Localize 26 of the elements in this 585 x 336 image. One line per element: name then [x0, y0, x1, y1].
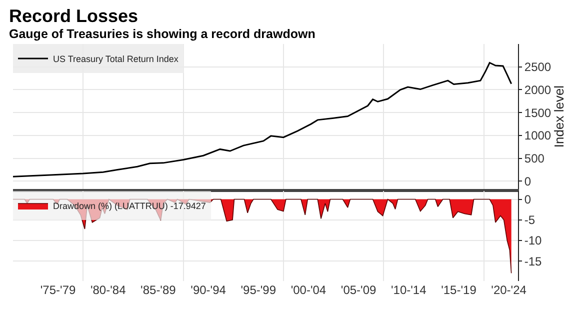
x-tick-label: '95-'99 [240, 283, 276, 297]
x-tick-label: '75-'79 [40, 283, 76, 297]
y-tick-label: 0 [524, 192, 532, 206]
x-tick-label: '90-'94 [190, 283, 226, 297]
chart-subtitle: Gauge of Treasuries is showing a record drawdown [9, 27, 316, 41]
y-tick-label: 2000 [524, 82, 552, 97]
x-tick-label: '10-'14 [391, 283, 427, 297]
x-tick-label: '20-'24 [491, 283, 527, 297]
y-tick-label: 2500 [524, 60, 552, 74]
y-tick-label: 1500 [524, 106, 552, 120]
legend-label: Drawdown (%) (LUATTRUU) -17.9427 [53, 201, 206, 212]
x-tick-label: '00-'04 [290, 283, 326, 297]
chart-title: Record Losses [9, 6, 138, 26]
y-tick-label: -15 [524, 254, 542, 268]
y-tick-label: 1000 [524, 128, 552, 143]
x-tick-label: '15-'19 [441, 283, 477, 297]
legend-label: US Treasury Total Return Index [53, 54, 179, 64]
x-tick-label: '80-'84 [90, 283, 126, 297]
y-tick-label: -5 [524, 213, 536, 228]
line-series [13, 62, 512, 178]
x-tick-label: '85-'89 [140, 283, 176, 297]
y-tick-label: -10 [524, 234, 542, 248]
y-tick-label: 0 [524, 174, 532, 188]
y-tick-label: 500 [524, 152, 545, 166]
y-axis-title: Index level [551, 85, 566, 148]
x-tick-label: '05-'09 [340, 283, 376, 297]
